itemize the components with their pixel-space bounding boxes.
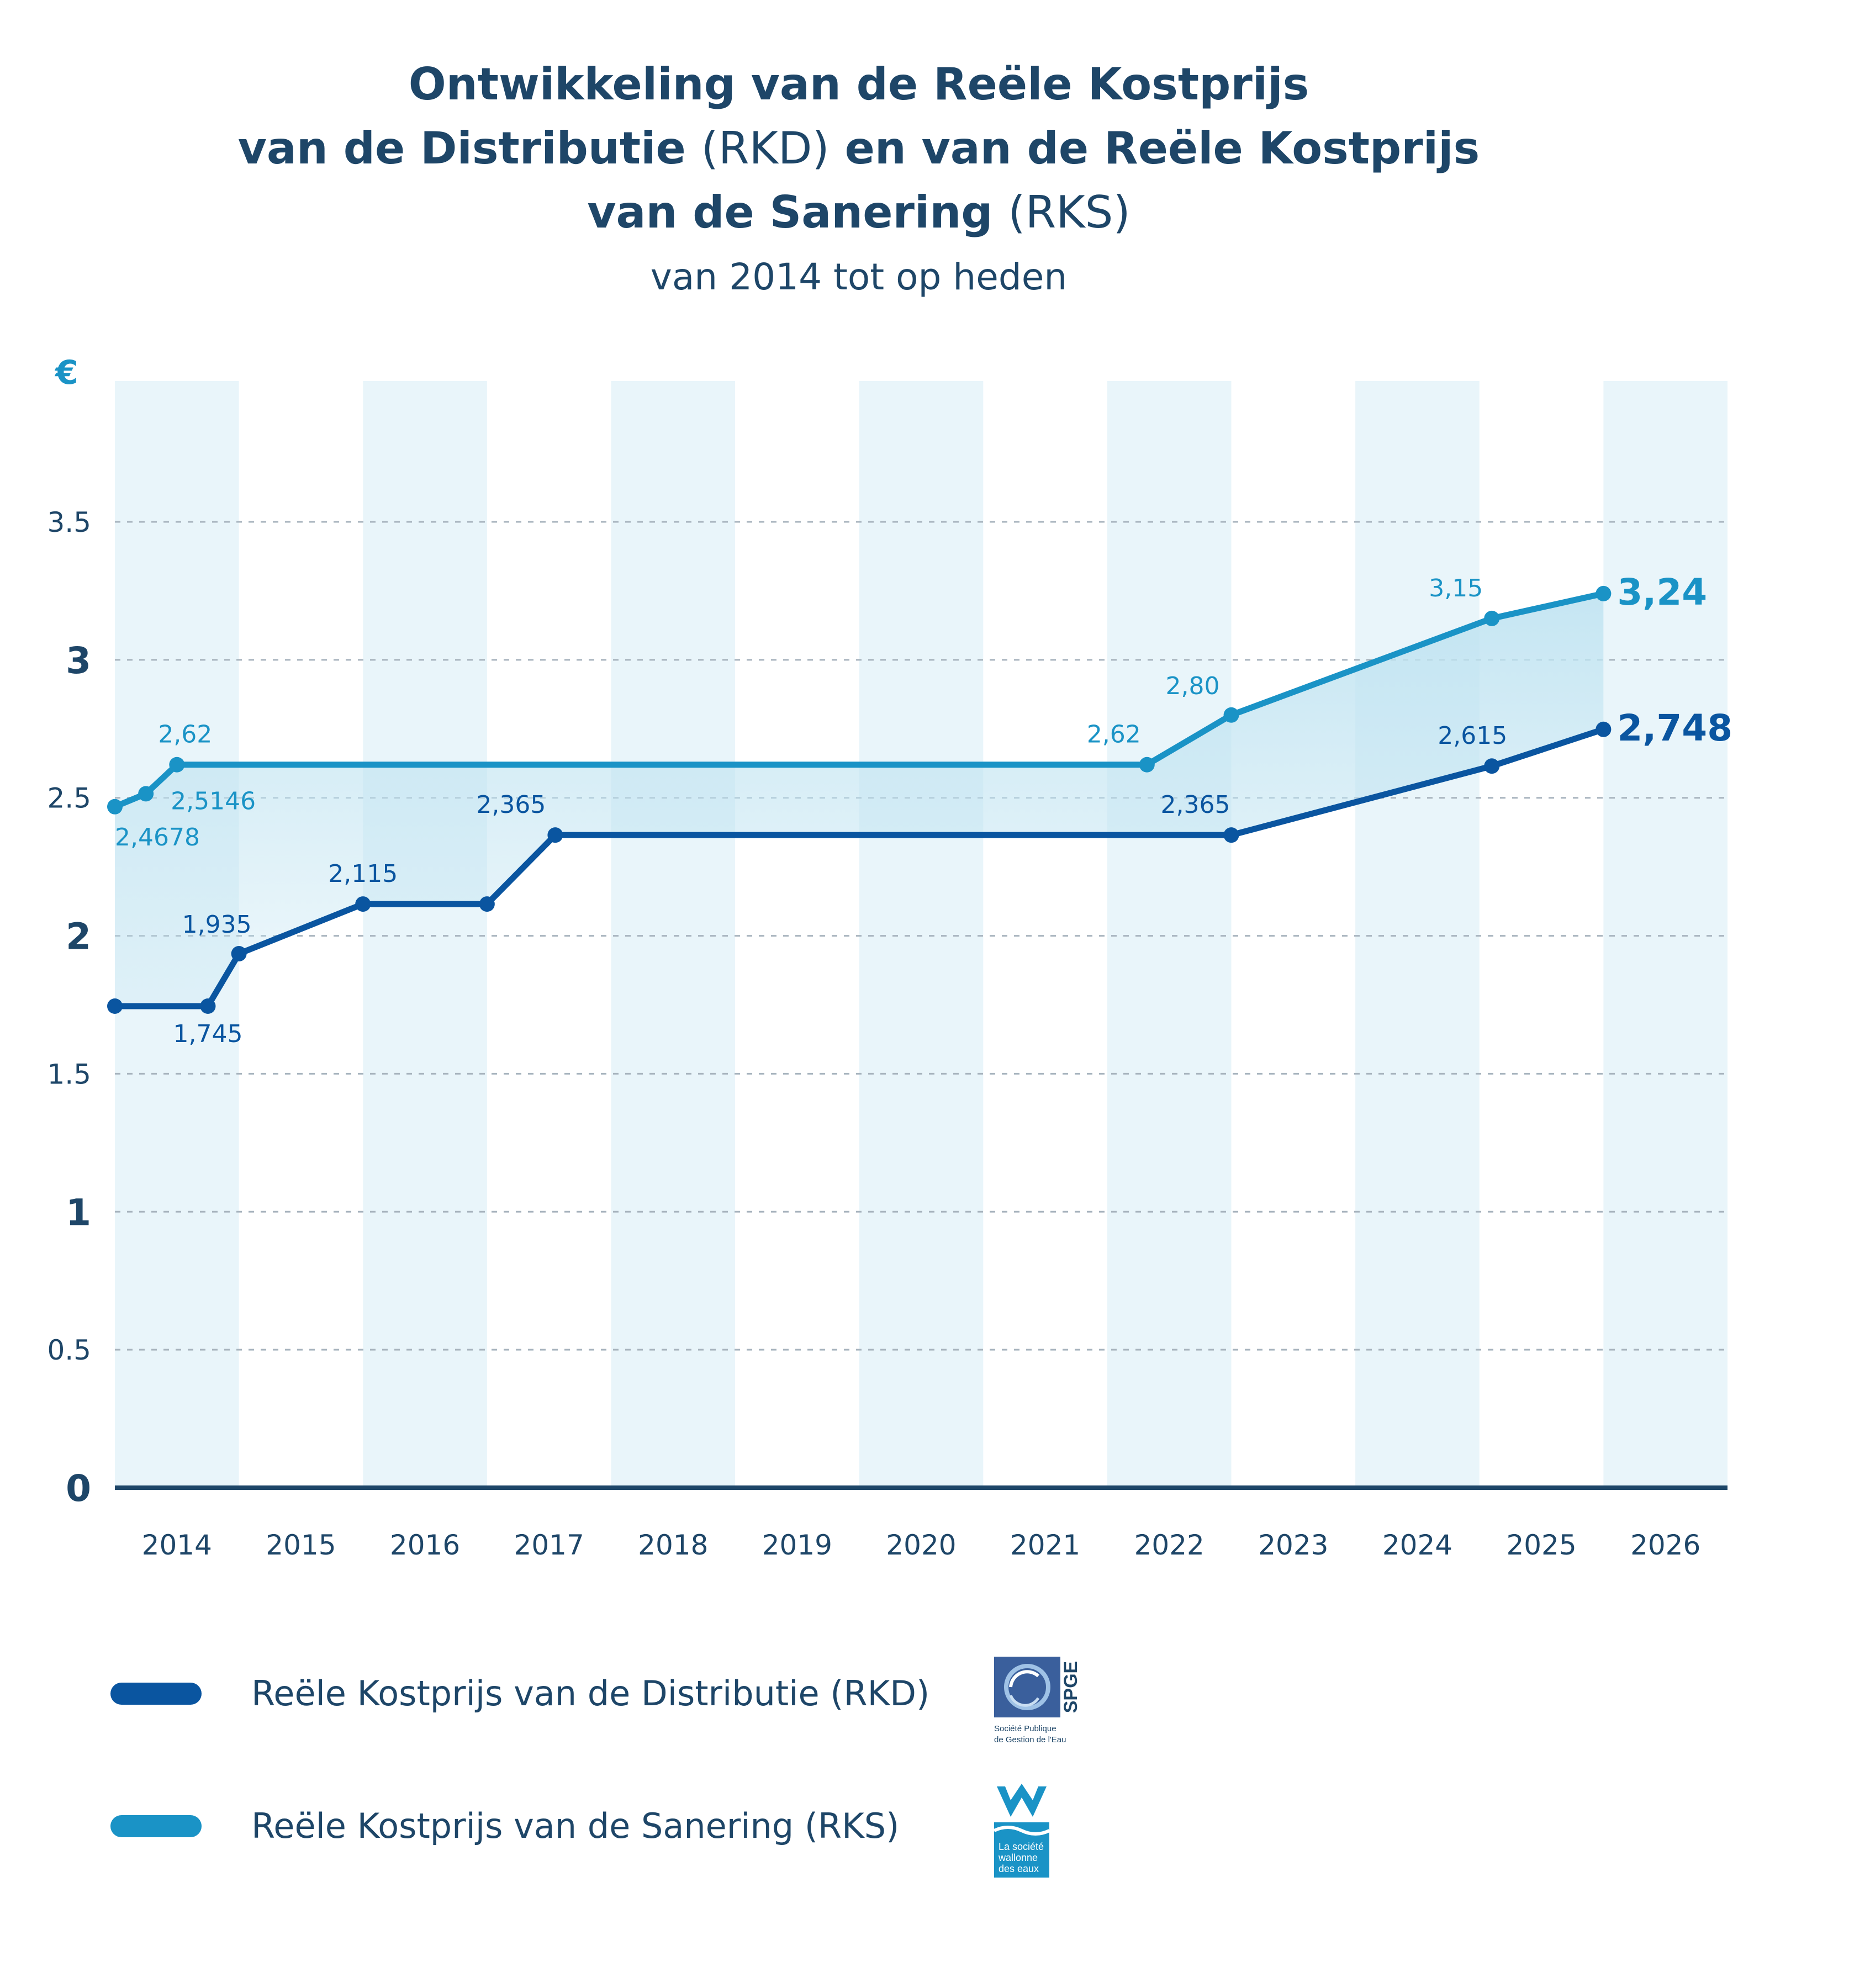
y-tick-label: 3 [66,639,91,682]
data-point-rkd [355,896,371,912]
legend-swatch-rkd [110,1682,202,1705]
data-label-rkd: 2,365 [1161,791,1230,819]
data-label-rks: 2,62 [158,721,212,749]
y-tick-label: 1 [66,1191,91,1234]
title-line-1: Ontwikkeling van de Reële Kostprijs [408,59,1309,110]
data-point-rks [1596,585,1612,601]
year-band-2018 [611,381,736,1488]
data-point-rkd [107,998,123,1014]
chart-subtitle: van 2014 tot op heden [650,256,1068,298]
x-tick-label-2014: 2014 [142,1529,212,1561]
swde-caption-1: La société [999,1841,1044,1852]
legend-item-rks: Reële Kostprijs van de Sanering (RKS) [110,1806,899,1846]
x-tick-label-2024: 2024 [1382,1529,1452,1561]
chart-title-block: Ontwikkeling van de Reële Kostprijs van … [0,52,1718,298]
legend-label-rks: Reële Kostprijs van de Sanering (RKS) [251,1806,900,1846]
data-label-rkd: 2,615 [1438,722,1507,750]
data-point-rkd [1596,721,1612,737]
year-band-2022 [1107,381,1232,1488]
x-tick-label-2025: 2025 [1506,1529,1576,1561]
spge-logo: SPGE Société Publique de Gestion de l'Ea… [994,1657,1081,1744]
x-tick-label-2026: 2026 [1630,1529,1700,1561]
spge-caption-1: Société Publique [994,1724,1056,1733]
swde-caption-2: wallonne [998,1852,1038,1863]
data-label-rks: 3,15 [1429,574,1483,602]
data-point-rkd [231,946,247,962]
swde-logo: La société wallonne des eaux [994,1784,1050,1878]
x-tick-label-2015: 2015 [266,1529,336,1561]
y-tick-label: 1.5 [47,1058,91,1090]
y-tick-label: 2 [66,916,91,958]
data-point-rks [169,757,185,773]
x-tick-label-2019: 2019 [762,1529,832,1561]
spge-caption-2: de Gestion de l'Eau [994,1735,1066,1744]
data-label-rkd: 1,745 [173,1020,242,1048]
data-point-rks [1139,757,1155,773]
x-tick-label-2022: 2022 [1134,1529,1205,1561]
data-point-rkd [547,827,563,843]
swde-caption-3: des eaux [999,1863,1039,1874]
data-label-rkd: 2,748 [1617,707,1732,749]
data-point-rkd [1223,827,1239,843]
year-band-2024 [1355,381,1480,1488]
x-tick-label-2018: 2018 [638,1529,708,1561]
title-line-3: van de Sanering (RKS) [587,187,1130,238]
data-point-rks [107,799,123,815]
y-tick-label: 2.5 [47,782,91,815]
x-tick-label-2023: 2023 [1258,1529,1328,1561]
x-tick-label-2016: 2016 [390,1529,460,1561]
data-label-rks: 2,5146 [171,787,256,815]
data-label-rks: 2,4678 [115,823,200,852]
x-tick-label-2021: 2021 [1010,1529,1080,1561]
line-chart: 0 0.5 1 1.5 2 2.5 3 3.5 € 2014 2015 2016 2017 2018 20… [47,353,1732,1561]
data-point-rkd [1484,758,1500,774]
title-line-2: van de Distributie (RKD) en van de Reële… [237,123,1480,174]
legend-item-rkd: Reële Kostprijs van de Distributie (RKD) [110,1673,929,1714]
x-tick-label-2020: 2020 [886,1529,956,1561]
data-label-rks: 3,24 [1617,571,1707,614]
year-band-2026 [1603,381,1728,1488]
y-tick-label: 0 [66,1467,91,1510]
year-band-2020 [859,381,984,1488]
data-label-rkd: 1,935 [182,911,252,939]
data-point-rkd [200,998,216,1014]
y-unit-label: € [54,353,78,392]
x-tick-label-2017: 2017 [514,1529,584,1561]
data-point-rkd [479,896,495,912]
data-label-rks: 2,62 [1087,721,1141,749]
spge-logo-text: SPGE [1060,1661,1081,1713]
data-label-rkd: 2,365 [476,791,546,819]
data-label-rks: 2,80 [1166,672,1220,700]
data-point-rks [1484,610,1500,626]
legend: Reële Kostprijs van de Distributie (RKD)… [110,1657,1215,1905]
y-tick-label: 0.5 [47,1334,91,1366]
year-band-2016 [363,381,487,1488]
data-label-rkd: 2,115 [328,860,398,888]
legend-label-rkd: Reële Kostprijs van de Distributie (RKD) [251,1673,930,1714]
legend-swatch-rks [110,1815,202,1837]
data-point-rks [1223,707,1239,723]
data-point-rks [138,786,154,802]
y-tick-label: 3.5 [47,506,91,538]
